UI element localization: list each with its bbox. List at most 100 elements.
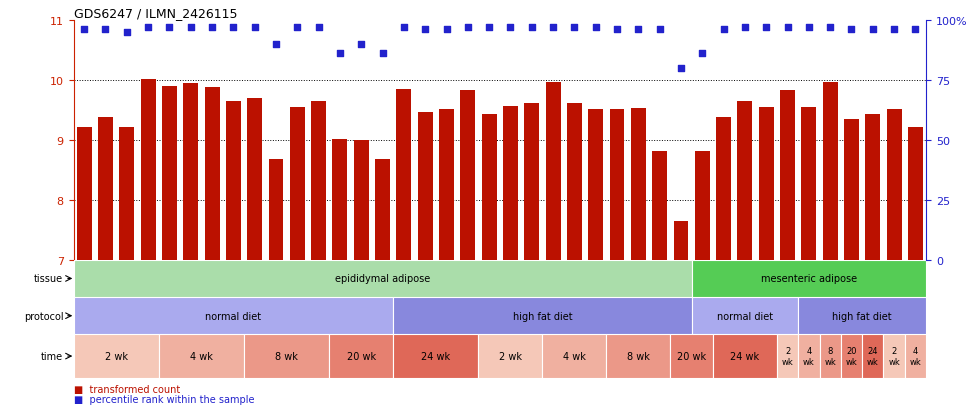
Point — [374, 51, 390, 57]
Text: 20 wk: 20 wk — [677, 351, 707, 361]
Text: 2
wk: 2 wk — [782, 347, 794, 366]
Point — [673, 65, 689, 72]
Bar — [567, 103, 582, 260]
Point — [801, 24, 816, 31]
Point — [652, 27, 667, 33]
Bar — [524, 103, 539, 260]
Text: normal diet: normal diet — [205, 311, 262, 321]
Bar — [461, 91, 475, 260]
Point — [481, 24, 497, 31]
Point — [439, 27, 455, 33]
Text: 4 wk: 4 wk — [563, 351, 586, 361]
Bar — [393, 297, 692, 335]
Text: 4
wk: 4 wk — [909, 347, 921, 366]
Bar — [439, 110, 454, 260]
Text: epididymal adipose: epididymal adipose — [335, 274, 430, 284]
Bar — [290, 107, 305, 260]
Point — [140, 24, 156, 31]
Point — [417, 27, 433, 33]
Point — [162, 24, 177, 31]
Bar — [841, 335, 862, 378]
Bar — [354, 141, 368, 260]
Text: 8 wk: 8 wk — [627, 351, 650, 361]
Bar — [247, 99, 262, 260]
Bar — [712, 335, 777, 378]
Point — [311, 24, 326, 31]
Bar — [908, 128, 923, 260]
Bar — [692, 297, 798, 335]
Point — [76, 27, 92, 33]
Text: ■  percentile rank within the sample: ■ percentile rank within the sample — [74, 394, 254, 404]
Point — [460, 24, 475, 31]
Text: 24 wk: 24 wk — [421, 351, 451, 361]
Point — [822, 24, 838, 31]
Bar — [738, 102, 753, 260]
Bar — [329, 335, 393, 378]
Bar — [244, 335, 329, 378]
Text: 2 wk: 2 wk — [499, 351, 522, 361]
Point — [524, 24, 540, 31]
Bar — [798, 297, 926, 335]
Bar — [695, 151, 710, 260]
Bar — [716, 118, 731, 260]
Point — [119, 29, 134, 36]
Bar — [478, 335, 543, 378]
Bar — [183, 83, 198, 260]
Text: 4
wk: 4 wk — [803, 347, 814, 366]
Text: tissue: tissue — [34, 274, 64, 284]
Bar — [692, 260, 926, 297]
Bar — [819, 335, 841, 378]
Text: high fat diet: high fat diet — [513, 311, 572, 321]
Text: 24 wk: 24 wk — [730, 351, 760, 361]
Bar — [653, 151, 667, 260]
Bar — [862, 335, 884, 378]
Bar — [269, 159, 283, 260]
Text: 24
wk: 24 wk — [867, 347, 879, 366]
Point — [865, 27, 881, 33]
Bar — [417, 112, 432, 260]
Point — [907, 27, 923, 33]
Point — [247, 24, 263, 31]
Bar — [159, 335, 244, 378]
Bar — [823, 83, 838, 260]
Bar — [74, 335, 159, 378]
Point — [695, 51, 710, 57]
Bar — [162, 87, 176, 260]
Text: 20 wk: 20 wk — [347, 351, 375, 361]
Bar — [120, 128, 134, 260]
Text: 8 wk: 8 wk — [275, 351, 298, 361]
Point — [566, 24, 582, 31]
Point — [503, 24, 518, 31]
Point — [610, 27, 625, 33]
Point — [759, 24, 774, 31]
Point — [225, 24, 241, 31]
Point — [289, 24, 305, 31]
Point — [630, 27, 646, 33]
Bar — [543, 335, 607, 378]
Text: 2 wk: 2 wk — [105, 351, 127, 361]
Bar — [74, 260, 692, 297]
Point — [886, 27, 902, 33]
Bar — [482, 115, 497, 260]
Bar — [759, 107, 773, 260]
Bar — [546, 82, 561, 260]
Point — [332, 51, 348, 57]
Bar — [905, 335, 926, 378]
Bar — [887, 109, 902, 260]
Bar — [844, 119, 858, 260]
Bar — [312, 102, 326, 260]
Bar — [780, 91, 795, 260]
Point — [545, 24, 561, 31]
Text: 4 wk: 4 wk — [190, 351, 213, 361]
Bar — [802, 107, 816, 260]
Bar — [76, 127, 91, 260]
Text: 8
wk: 8 wk — [824, 347, 836, 366]
Bar — [226, 102, 241, 260]
Point — [204, 24, 220, 31]
Text: high fat diet: high fat diet — [832, 311, 892, 321]
Bar — [397, 90, 412, 260]
Text: normal diet: normal diet — [716, 311, 773, 321]
Point — [354, 41, 369, 48]
Point — [737, 24, 753, 31]
Text: GDS6247 / ILMN_2426115: GDS6247 / ILMN_2426115 — [74, 7, 237, 19]
